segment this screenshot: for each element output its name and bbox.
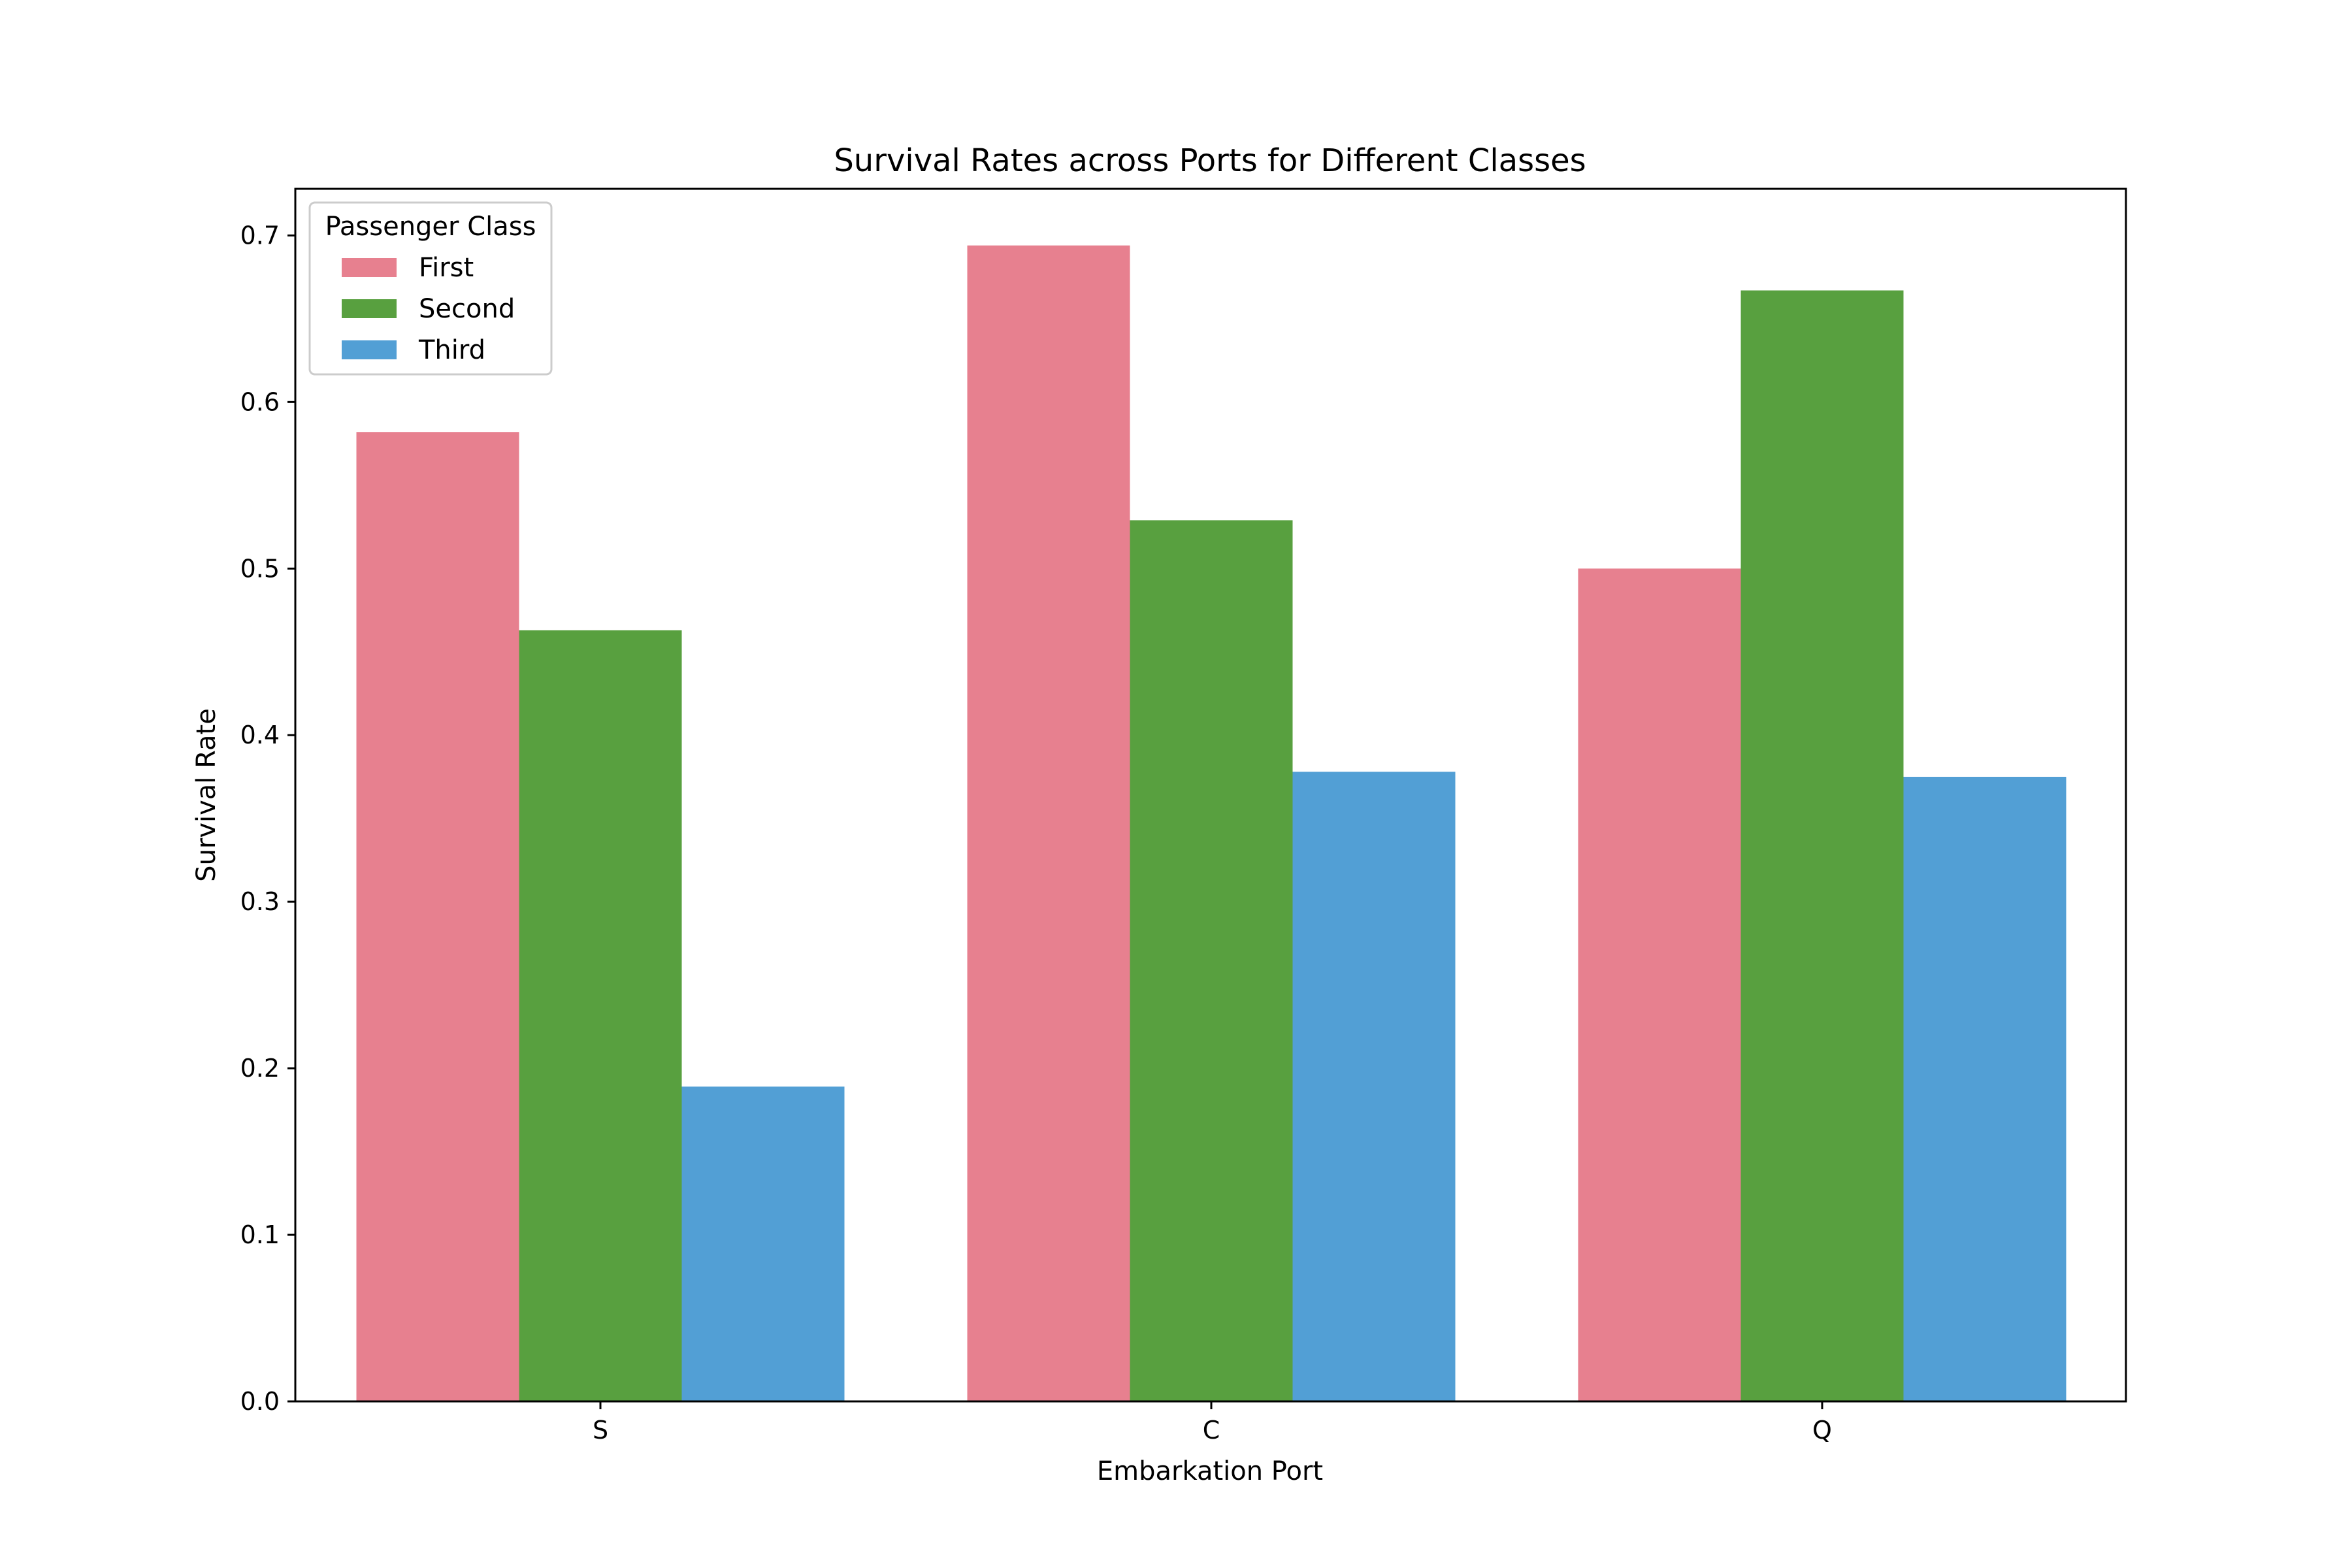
legend-label-first: First: [419, 253, 474, 283]
bar-c-first: [967, 245, 1130, 1402]
y-tick-label: 0.0: [240, 1387, 280, 1416]
legend-label-third: Third: [418, 335, 485, 365]
y-tick-label: 0.1: [240, 1220, 280, 1249]
chart-title: Survival Rates across Ports for Differen…: [834, 142, 1586, 179]
bar-q-first: [1578, 568, 1741, 1402]
legend: Passenger Class First Second Third: [308, 201, 553, 376]
x-tick-label: S: [593, 1416, 608, 1445]
x-tick-label: C: [1203, 1416, 1220, 1445]
x-tick-label: Q: [1812, 1416, 1832, 1445]
y-axis: 0.0 0.1 0.2 0.3 0.4 0.5 0.6 0.7: [240, 221, 295, 1416]
bars-group: [356, 245, 2066, 1402]
legend-entries: First Second Third: [342, 253, 515, 365]
legend-title: Passenger Class: [325, 212, 536, 242]
legend-swatch-second: [342, 299, 397, 318]
y-tick-label: 0.7: [240, 221, 280, 250]
bar-q-third: [1903, 776, 2066, 1401]
bar-s-third: [681, 1086, 845, 1401]
bar-c-third: [1292, 772, 1456, 1401]
y-tick-label: 0.2: [240, 1054, 280, 1083]
y-tick-label: 0.6: [240, 387, 280, 416]
y-tick-label: 0.5: [240, 554, 280, 583]
legend-box: [308, 201, 553, 376]
x-axis-label: Embarkation Port: [1097, 1456, 1323, 1486]
legend-swatch-third: [342, 340, 397, 359]
bar-s-first: [356, 432, 519, 1402]
bar-q-second: [1740, 290, 1904, 1401]
bar-s-second: [519, 630, 682, 1401]
legend-label-second: Second: [419, 294, 515, 324]
legend-swatch-first: [342, 258, 397, 277]
y-axis-label: Survival Rate: [191, 708, 221, 882]
bar-c-second: [1130, 520, 1293, 1402]
y-tick-label: 0.4: [240, 721, 280, 749]
y-tick-label: 0.3: [240, 887, 280, 916]
